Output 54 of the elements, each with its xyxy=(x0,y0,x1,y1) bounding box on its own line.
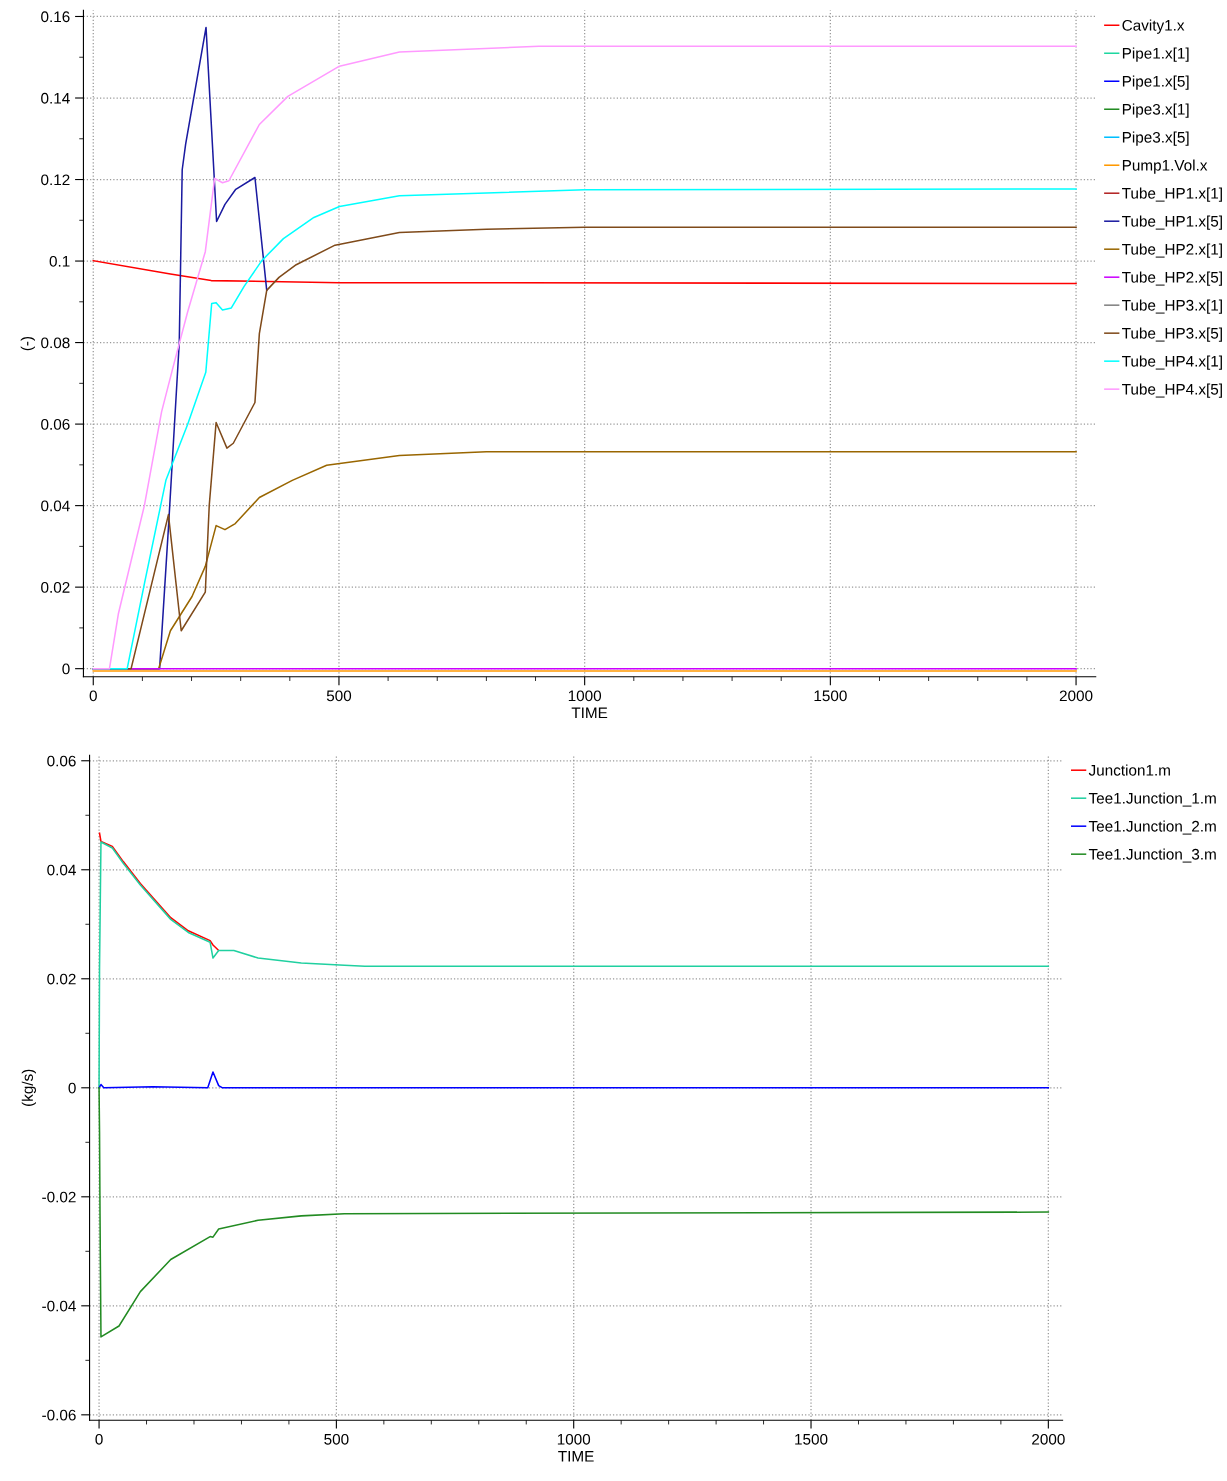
x-tick-label: 500 xyxy=(326,690,352,702)
line-series xyxy=(92,45,1077,670)
x-tick-label: 1500 xyxy=(814,690,847,702)
y-tick-label: 0.04 xyxy=(47,864,76,876)
line-series xyxy=(98,1087,1050,1338)
legend-label: Tube_HP1.x[1] xyxy=(1122,187,1222,202)
legend-label: Junction1.m xyxy=(1088,764,1170,776)
legend-label: Tube_HP4.x[1] xyxy=(1122,355,1222,370)
x-tick-label: 1000 xyxy=(568,690,602,702)
x-axis-title: TIME xyxy=(558,1451,594,1462)
y-tick-label: -0.06 xyxy=(42,1409,76,1421)
y-tick-label: 0 xyxy=(68,1082,76,1094)
y-tick-label: 0.06 xyxy=(41,418,70,430)
x-tick-label: 0 xyxy=(89,690,97,702)
legend-label: Tee1.Junction_2.m xyxy=(1088,820,1216,835)
y-tick-label: 0.16 xyxy=(41,11,70,23)
line-series xyxy=(98,841,1050,1089)
y-tick-label: 0.06 xyxy=(47,755,76,767)
y-tick-label: 0.1 xyxy=(49,255,70,267)
y-axis-title: (kg/s) xyxy=(21,1069,36,1106)
legend-label: Cavity1.x xyxy=(1122,19,1185,34)
x-tick-label: 0 xyxy=(95,1433,103,1445)
legend-label: Tee1.Junction_3.m xyxy=(1088,848,1216,863)
x-axis-title: TIME xyxy=(571,707,608,719)
legend-label: Pipe1.x[5] xyxy=(1122,75,1189,90)
y-tick-label: 0.02 xyxy=(41,582,70,593)
y-tick-label: 0.12 xyxy=(41,174,70,186)
y-tick-label: -0.04 xyxy=(42,1300,76,1312)
y-axis-title: (-) xyxy=(20,336,35,351)
legend-label: Pipe3.x[1] xyxy=(1122,103,1189,118)
line-series xyxy=(92,259,1077,285)
y-tick-label: 0.14 xyxy=(41,92,70,104)
legend-label: Pipe1.x[1] xyxy=(1122,47,1189,62)
y-tick-label: 0.02 xyxy=(47,973,76,985)
legend-label: Pump1.Vol.x xyxy=(1122,159,1208,174)
x-tick-label: 1000 xyxy=(557,1433,591,1445)
legend-label: Tee1.Junction_1.m xyxy=(1088,792,1216,807)
legend-label: Tube_HP3.x[1] xyxy=(1122,299,1222,314)
legend-label: Tube_HP3.x[5] xyxy=(1122,327,1222,342)
legend-label: Tube_HP1.x[5] xyxy=(1122,215,1222,230)
line-series xyxy=(98,1071,1050,1089)
legend-label: Tube_HP2.x[1] xyxy=(1122,243,1222,258)
legend-label: Tube_HP4.x[5] xyxy=(1122,383,1222,398)
y-tick-label: -0.02 xyxy=(42,1191,76,1203)
x-tick-label: 2000 xyxy=(1059,690,1093,702)
x-tick-label: 500 xyxy=(324,1433,349,1445)
legend-label: Pipe3.x[5] xyxy=(1122,131,1189,146)
x-tick-label: 2000 xyxy=(1032,1433,1065,1445)
legend-label: Tube_HP2.x[5] xyxy=(1122,271,1222,286)
y-tick-label: 0 xyxy=(62,663,70,675)
y-tick-label: 0.08 xyxy=(41,337,70,349)
x-tick-label: 1500 xyxy=(795,1433,828,1445)
y-tick-label: 0.04 xyxy=(41,500,70,512)
line-series xyxy=(98,832,220,952)
